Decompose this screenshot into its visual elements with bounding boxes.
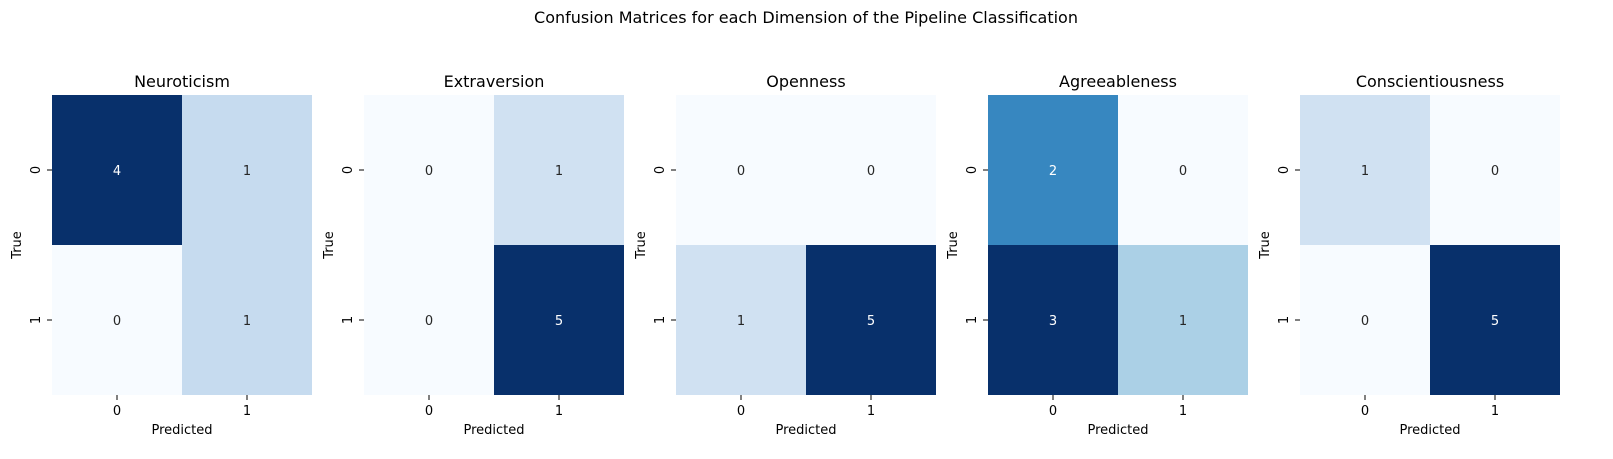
heatmap-cell [988, 95, 1118, 245]
x-tick-label: 1 [1491, 404, 1499, 419]
panel-title: Conscientiousness [1356, 72, 1504, 91]
heatmap-cell [494, 95, 624, 245]
y-tick-label: 0 [965, 166, 980, 174]
cell-value-label: 1 [737, 314, 745, 329]
heatmap-cell [676, 95, 806, 245]
heatmap-cell [182, 245, 312, 395]
y-tick-label: 1 [1277, 316, 1292, 324]
x-axis-label: Predicted [151, 423, 212, 438]
y-tick-label: 1 [653, 316, 668, 324]
cell-value-label: 5 [555, 314, 563, 329]
panel-title: Agreeableness [1059, 72, 1177, 91]
heatmap-panels: 4 1 0 1 Neuroticism 0 1 0 1 Predicted True 0 1 0 5 Extr… [10, 72, 1560, 438]
y-tick-label: 0 [29, 166, 44, 174]
heatmap-panel-extraversion: 0 1 0 5 Extraversion 0 1 0 1 Predicted True [322, 72, 624, 438]
panel-title: Neuroticism [134, 72, 230, 91]
cell-value-label: 1 [1179, 314, 1187, 329]
y-axis-label: True [10, 231, 25, 260]
x-tick-label: 1 [867, 404, 875, 419]
heatmap-cell [1118, 95, 1248, 245]
x-tick-label: 0 [1049, 404, 1057, 419]
x-tick-label: 1 [243, 404, 251, 419]
cell-value-label: 5 [867, 314, 875, 329]
heatmap-cell [364, 245, 494, 395]
y-tick-label: 0 [653, 166, 668, 174]
panel-title: Openness [766, 72, 845, 91]
heatmap-cell [676, 245, 806, 395]
x-tick-label: 0 [425, 404, 433, 419]
cell-value-label: 4 [113, 164, 121, 179]
heatmap-cell [1118, 245, 1248, 395]
cell-value-label: 2 [1049, 164, 1057, 179]
cell-value-label: 0 [867, 164, 875, 179]
cell-value-label: 0 [737, 164, 745, 179]
figure-title: Confusion Matrices for each Dimension of… [534, 8, 1078, 27]
heatmap-cell [806, 245, 936, 395]
x-axis-label: Predicted [1087, 423, 1148, 438]
heatmap-cell [1430, 245, 1560, 395]
heatmap-panel-agreeableness: 2 0 3 1 Agreeableness 0 1 0 1 Predicted True [946, 72, 1248, 438]
x-axis-label: Predicted [775, 423, 836, 438]
cell-value-label: 1 [243, 314, 251, 329]
heatmap-cell [988, 245, 1118, 395]
y-axis-label: True [634, 231, 649, 260]
cell-value-label: 0 [1361, 314, 1369, 329]
heatmap-cell [494, 245, 624, 395]
heatmap-panel-conscientiousness: 1 0 0 5 Conscientiousness 0 1 0 1 Predicted True [1258, 72, 1560, 438]
heatmap-cell [52, 245, 182, 395]
cell-value-label: 0 [425, 314, 433, 329]
heatmap-panel-openness: 0 0 1 5 Openness 0 1 0 1 Predicted True [634, 72, 936, 438]
heatmap-cell [1430, 95, 1560, 245]
heatmap-cell [1300, 245, 1430, 395]
y-axis-label: True [1258, 231, 1273, 260]
heatmap-cell [806, 95, 936, 245]
y-tick-label: 0 [341, 166, 356, 174]
y-axis-label: True [946, 231, 961, 260]
x-axis-label: Predicted [1399, 423, 1460, 438]
y-axis-label: True [322, 231, 337, 260]
x-tick-label: 0 [1361, 404, 1369, 419]
heatmap-cell [1300, 95, 1430, 245]
heatmap-cell [364, 95, 494, 245]
panel-title: Extraversion [444, 72, 545, 91]
y-tick-label: 1 [29, 316, 44, 324]
heatmap-panel-neuroticism: 4 1 0 1 Neuroticism 0 1 0 1 Predicted True [10, 72, 312, 438]
heatmap-cell [52, 95, 182, 245]
x-tick-label: 1 [1179, 404, 1187, 419]
cell-value-label: 0 [113, 314, 121, 329]
y-tick-label: 0 [1277, 166, 1292, 174]
cell-value-label: 1 [243, 164, 251, 179]
x-tick-label: 0 [737, 404, 745, 419]
y-tick-label: 1 [965, 316, 980, 324]
cell-value-label: 0 [1179, 164, 1187, 179]
cell-value-label: 1 [555, 164, 563, 179]
cell-value-label: 0 [425, 164, 433, 179]
x-tick-label: 0 [113, 404, 121, 419]
x-axis-label: Predicted [463, 423, 524, 438]
y-tick-label: 1 [341, 316, 356, 324]
cell-value-label: 0 [1491, 164, 1499, 179]
heatmap-cell [182, 95, 312, 245]
cell-value-label: 5 [1491, 314, 1499, 329]
cell-value-label: 3 [1049, 314, 1057, 329]
x-tick-label: 1 [555, 404, 563, 419]
cell-value-label: 1 [1361, 164, 1369, 179]
